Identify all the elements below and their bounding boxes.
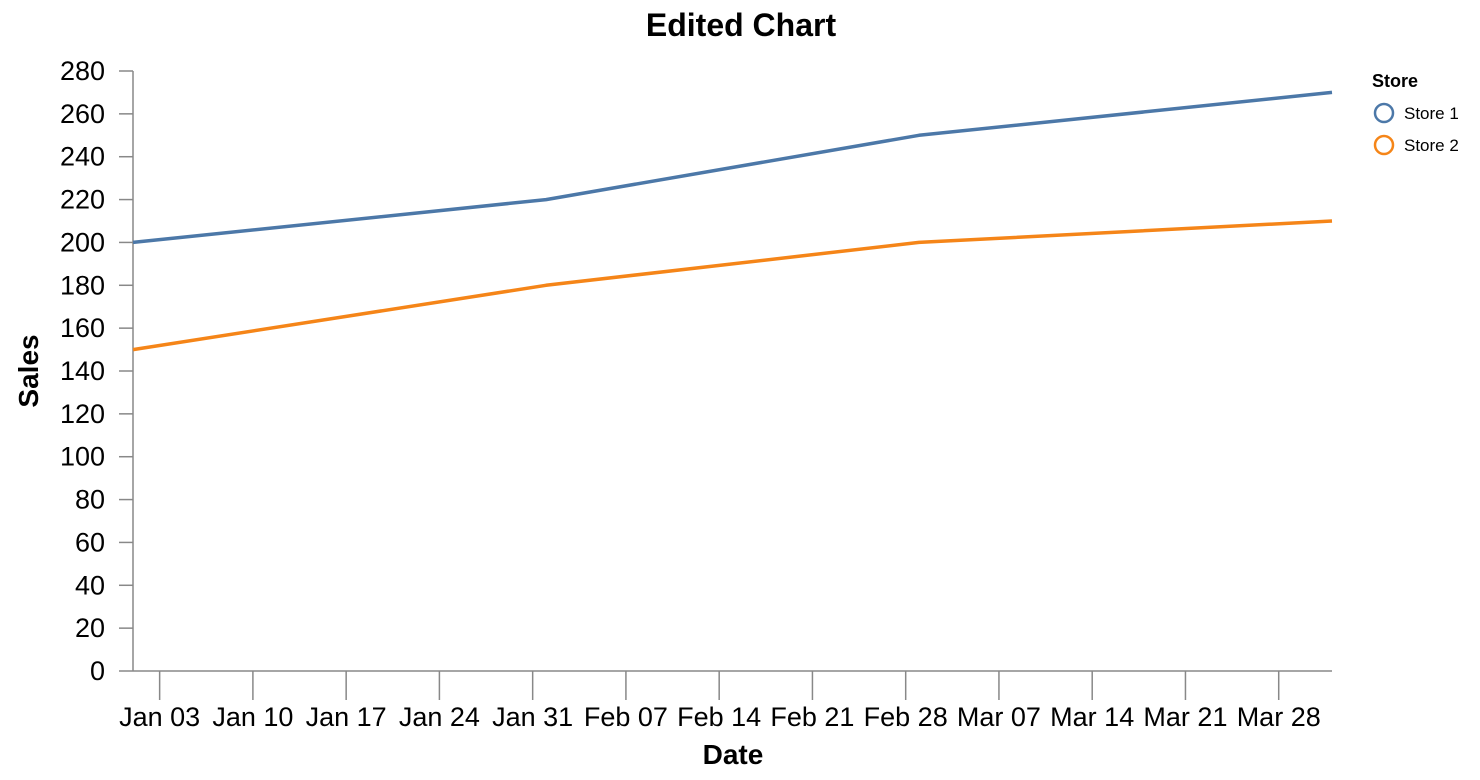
- y-tick-label: 200: [60, 227, 105, 257]
- y-axis: 0 20 40 60 80 100 120 140 160 180 200 220 240 260 280: [60, 56, 134, 686]
- x-tick-label: Jan 31: [492, 702, 573, 732]
- y-axis-title: Sales: [13, 334, 44, 407]
- legend-symbol-store-2: [1373, 134, 1395, 156]
- y-tick-label: 260: [60, 99, 105, 129]
- y-tick-label: 40: [75, 570, 105, 600]
- x-tick-label: Jan 10: [212, 702, 293, 732]
- y-tick-label: 60: [75, 527, 105, 557]
- plot-lines: [132, 90, 1333, 352]
- x-tick-label: Feb 07: [584, 702, 668, 732]
- x-axis: Jan 03 Jan 10 Jan 17 Jan 24 Jan 31 Feb 07 Feb …: [119, 670, 1332, 732]
- x-tick-label: Jan 03: [119, 702, 200, 732]
- legend: Store Store 1 Store 2: [1372, 71, 1459, 156]
- y-tick-label: 220: [60, 185, 105, 215]
- legend-title: Store: [1372, 71, 1418, 91]
- x-tick-label: Jan 17: [306, 702, 387, 732]
- legend-symbol-store-1: [1373, 102, 1395, 124]
- x-tick-label: Mar 14: [1050, 702, 1134, 732]
- y-tick-label: 180: [60, 270, 105, 300]
- x-tick-label: Jan 24: [399, 702, 480, 732]
- y-tick-label: 0: [90, 656, 105, 686]
- legend-label-store-2: Store 2: [1404, 136, 1459, 155]
- y-tick-label: 240: [60, 142, 105, 172]
- x-tick-label: Feb 21: [770, 702, 854, 732]
- legend-label-store-1: Store 1: [1404, 104, 1459, 123]
- y-tick-label: 140: [60, 356, 105, 386]
- y-tick-label: 280: [60, 56, 105, 86]
- x-tick-label: Mar 28: [1237, 702, 1321, 732]
- x-axis-title: Date: [703, 739, 764, 770]
- series-line-store-2: [132, 219, 1333, 352]
- x-tick-label: Feb 14: [677, 702, 761, 732]
- chart-title: Edited Chart: [646, 7, 837, 43]
- x-tick-label: Mar 07: [957, 702, 1041, 732]
- x-tick-label: Feb 28: [864, 702, 948, 732]
- y-tick-label: 20: [75, 613, 105, 643]
- x-tick-label: Mar 21: [1143, 702, 1227, 732]
- y-tick-label: 80: [75, 485, 105, 515]
- y-tick-label: 120: [60, 399, 105, 429]
- series-line-store-1: [132, 90, 1333, 245]
- y-tick-label: 100: [60, 442, 105, 472]
- y-tick-label: 160: [60, 313, 105, 343]
